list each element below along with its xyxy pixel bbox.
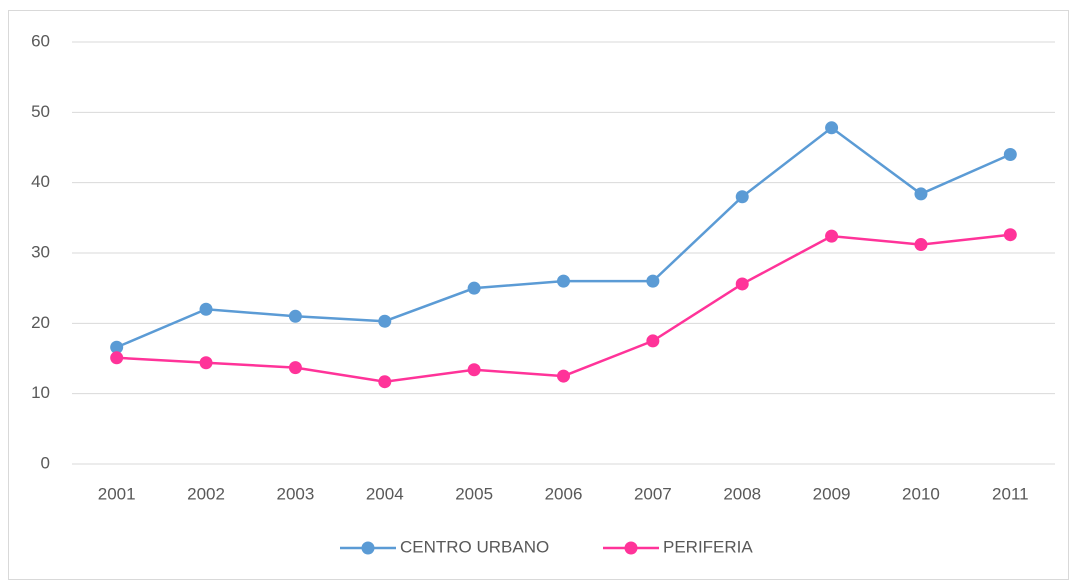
data-point (914, 238, 928, 252)
x-tick-label: 2001 (98, 484, 136, 503)
y-tick-label: 20 (31, 313, 50, 332)
legend-label: CENTRO URBANO (400, 537, 549, 556)
y-tick-label: 0 (41, 453, 50, 472)
data-point (378, 314, 392, 328)
data-point (378, 375, 392, 389)
data-point (467, 363, 481, 377)
data-point (646, 334, 660, 348)
data-point (288, 361, 302, 375)
data-point (735, 277, 749, 291)
data-point (199, 302, 213, 316)
legend-label: PERIFERIA (663, 537, 753, 556)
data-point (825, 121, 839, 135)
data-point (199, 356, 213, 370)
data-point (1003, 148, 1017, 162)
data-point (914, 187, 928, 201)
y-tick-label: 50 (31, 102, 50, 121)
chart-border (8, 10, 1069, 580)
series-line (116, 233, 1011, 383)
x-tick-label: 2006 (545, 484, 583, 503)
legend-marker (361, 541, 375, 555)
data-point (288, 309, 302, 323)
x-tick-label: 2003 (276, 484, 314, 503)
x-tick-label: 2008 (723, 484, 761, 503)
data-point (110, 340, 124, 354)
legend-marker (624, 541, 638, 555)
y-tick-label: 60 (31, 31, 50, 50)
x-tick-label: 2002 (187, 484, 225, 503)
data-point (557, 369, 570, 383)
x-tick-label: 2009 (813, 484, 851, 503)
y-tick-label: 10 (31, 383, 50, 402)
x-tick-label: 2004 (366, 484, 404, 503)
x-tick-label: 2011 (992, 484, 1029, 503)
data-point (467, 281, 481, 295)
series-line (116, 126, 1011, 349)
data-point (110, 351, 124, 365)
y-tick-label: 30 (31, 242, 50, 261)
x-tick-label: 2007 (634, 484, 672, 503)
data-point (735, 190, 749, 204)
y-tick-label: 40 (31, 172, 50, 191)
data-point (646, 274, 660, 288)
data-point (825, 229, 839, 243)
x-tick-label: 2010 (902, 484, 940, 503)
data-point (1003, 228, 1017, 242)
x-tick-label: 2005 (455, 484, 493, 503)
data-point (557, 274, 570, 288)
